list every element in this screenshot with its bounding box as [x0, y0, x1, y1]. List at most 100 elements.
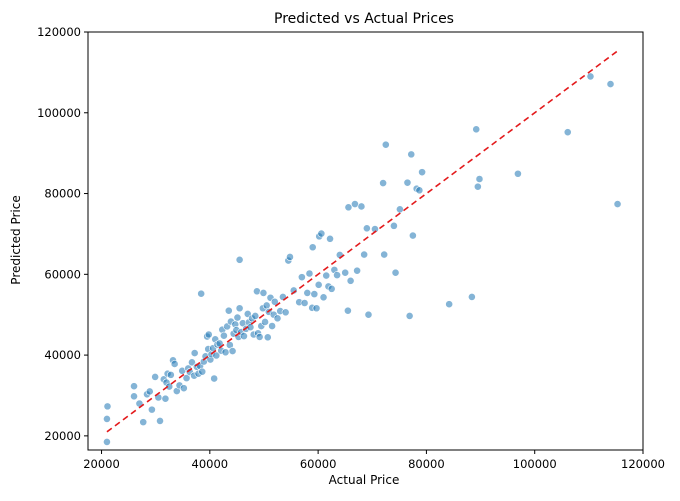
data-point: [344, 203, 353, 212]
data-point: [289, 286, 298, 295]
data-point: [514, 169, 522, 178]
plot-area: 20000 40000 60000 80000 100000 120000 20000 400…: [37, 25, 665, 471]
data-point: [362, 224, 371, 233]
y-tick-label: 40000: [44, 348, 81, 362]
data-point: [198, 367, 207, 376]
data-point: [145, 387, 154, 396]
data-point: [300, 299, 309, 307]
data-point: [475, 175, 484, 183]
data-point: [317, 229, 326, 238]
data-point: [418, 168, 426, 177]
data-point: [395, 205, 404, 214]
data-point: [182, 374, 191, 383]
data-point: [156, 417, 164, 425]
data-point: [255, 333, 264, 341]
data-point: [346, 276, 355, 285]
ideal-fit-line: [106, 49, 620, 433]
data-point: [139, 418, 148, 427]
x-tick-label: 100000: [513, 457, 557, 471]
data-point: [467, 293, 476, 301]
data-point: [263, 333, 272, 342]
data-point: [606, 80, 615, 88]
data-point: [314, 280, 323, 289]
data-point: [322, 271, 331, 280]
data-point: [333, 271, 341, 280]
data-point: [613, 200, 622, 208]
data-point: [103, 415, 111, 423]
data-point: [165, 382, 174, 391]
data-point: [212, 351, 221, 360]
y-tick-label: 80000: [44, 187, 81, 201]
data-point: [286, 253, 294, 261]
data-point: [341, 268, 350, 277]
data-point: [103, 438, 111, 446]
data-point: [364, 310, 373, 319]
y-axis-label: Predicted Price: [9, 195, 23, 284]
data-point: [310, 290, 319, 299]
data-point: [312, 304, 321, 313]
data-point: [273, 314, 282, 323]
data-point: [405, 312, 414, 320]
data-point: [303, 288, 312, 297]
data-point: [308, 243, 317, 252]
data-point: [130, 392, 138, 401]
data-point: [188, 358, 196, 367]
data-point: [563, 128, 572, 137]
y-tick-label: 100000: [37, 106, 81, 120]
data-point: [261, 318, 269, 326]
data-point: [281, 308, 290, 317]
data-point: [472, 125, 481, 134]
data-point: [326, 234, 334, 243]
data-point: [415, 186, 424, 195]
x-tick-label: 40000: [192, 457, 229, 471]
data-point: [262, 301, 271, 310]
data-point: [319, 293, 328, 302]
data-point: [408, 231, 417, 240]
y-tick-label: 60000: [44, 267, 81, 281]
data-point: [403, 178, 412, 187]
data-point: [130, 382, 138, 391]
data-point: [391, 268, 400, 277]
data-point: [407, 150, 416, 159]
data-point: [351, 200, 359, 208]
data-point: [161, 394, 170, 403]
data-point: [297, 273, 306, 282]
data-point: [190, 349, 199, 357]
data-point: [220, 331, 228, 340]
data-point: [379, 179, 387, 187]
x-tick-label: 120000: [621, 457, 665, 471]
data-point: [381, 140, 390, 149]
data-point: [357, 202, 366, 211]
data-point: [228, 347, 237, 355]
data-point: [147, 405, 156, 414]
data-point: [233, 313, 242, 322]
data-point: [586, 72, 595, 81]
data-point: [305, 269, 314, 278]
data-point: [197, 289, 206, 298]
data-point: [380, 250, 389, 259]
data-point: [270, 297, 279, 306]
data-point: [221, 348, 230, 357]
data-point: [327, 284, 336, 293]
data-point: [253, 287, 261, 296]
data-point: [360, 250, 369, 259]
x-axis-label: Actual Price: [329, 473, 400, 487]
y-tick-label: 20000: [44, 429, 81, 443]
x-tick-label: 60000: [300, 457, 337, 471]
x-tick-label: 80000: [408, 457, 445, 471]
data-point: [179, 384, 188, 393]
data-point: [235, 304, 244, 313]
data-point: [445, 300, 454, 309]
data-point: [390, 221, 398, 230]
data-point: [259, 288, 268, 297]
data-point: [353, 266, 362, 275]
data-point: [240, 332, 248, 341]
data-point: [204, 330, 213, 339]
chart-title: Predicted vs Actual Prices: [274, 11, 454, 27]
data-point: [235, 255, 244, 264]
y-tick-label: 120000: [37, 25, 81, 39]
data-point: [103, 402, 112, 411]
data-point: [224, 306, 233, 315]
